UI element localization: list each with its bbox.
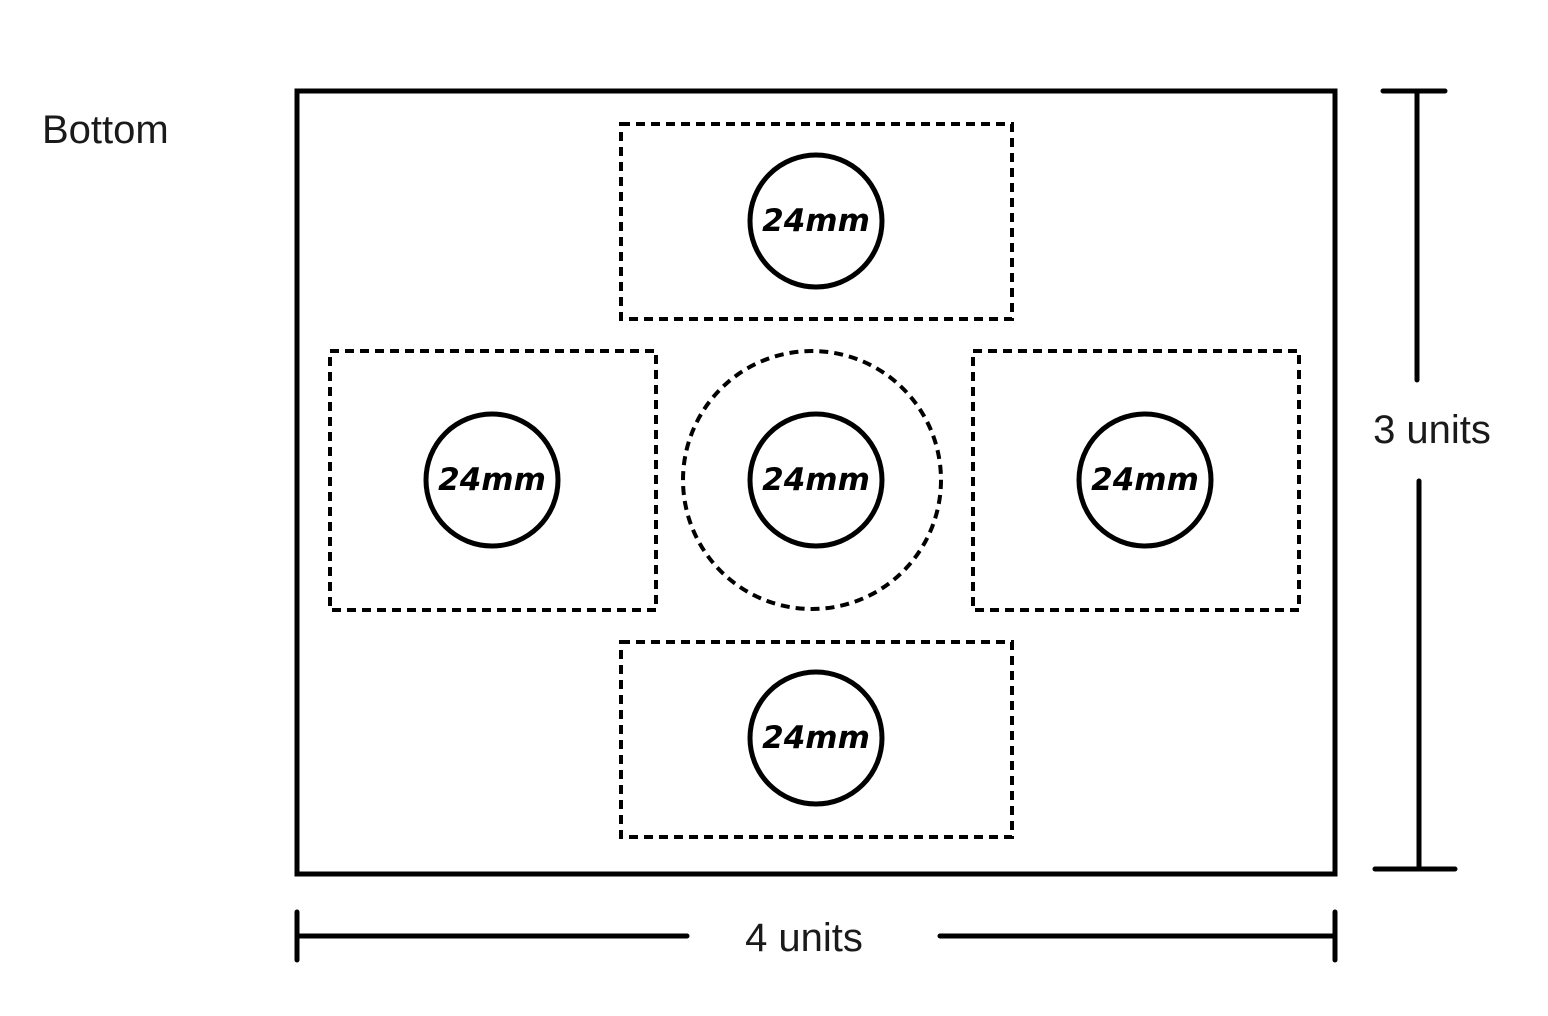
width-dimension: 4 units — [294, 909, 1338, 963]
hole-label: 24mm — [762, 720, 870, 756]
width-label: 4 units — [745, 916, 863, 960]
hole-label: 24mm — [1091, 462, 1199, 498]
hole-bottom: 24mm — [747, 669, 885, 807]
zone-left — [328, 349, 658, 612]
hole-right: 24mm — [1076, 411, 1214, 549]
zone-center — [681, 349, 943, 611]
hole-label: 24mm — [762, 462, 870, 498]
view-label: Bottom — [42, 108, 169, 152]
hole-label: 24mm — [438, 462, 546, 498]
board-outline — [294, 88, 1338, 877]
hole-left: 24mm — [423, 411, 561, 549]
zone-right — [971, 349, 1301, 612]
hole-circle — [423, 411, 561, 549]
hole-top: 24mm — [747, 152, 885, 290]
hole-label: 24mm — [762, 203, 870, 239]
hole-circle — [747, 411, 885, 549]
hole-circle — [747, 152, 885, 290]
hole-center: 24mm — [747, 411, 885, 549]
zone-top — [619, 122, 1014, 321]
hole-circle — [747, 669, 885, 807]
height-label: 3 units — [1373, 408, 1491, 452]
hole-circle — [1076, 411, 1214, 549]
height-dimension: 3 units — [1372, 88, 1491, 872]
zone-bottom — [619, 640, 1014, 839]
